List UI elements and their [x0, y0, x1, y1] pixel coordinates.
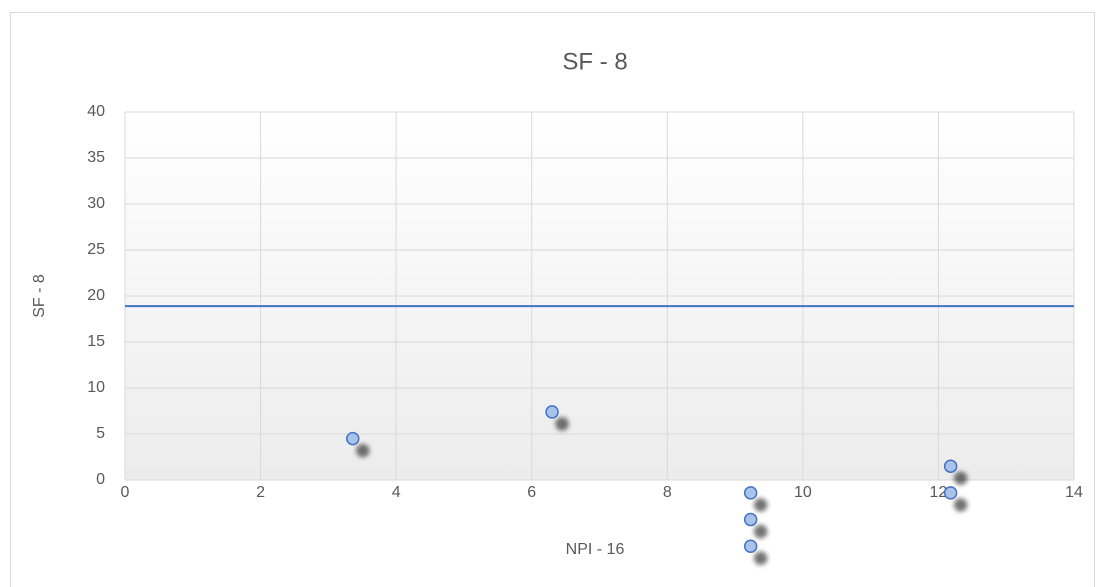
point [743, 486, 758, 500]
y-tick-label: 20 [87, 287, 105, 304]
point [346, 431, 360, 446]
y-tick-label: 40 [87, 103, 105, 120]
y-tick-label: 15 [87, 333, 105, 350]
chart-title: SF - 8 [562, 48, 627, 75]
x-tick-label: 12 [930, 484, 948, 501]
x-tick-label: 6 [527, 484, 536, 501]
x-axis-label: NPI - 16 [566, 541, 625, 558]
x-tick-label: 4 [392, 484, 401, 501]
y-tick-label: 0 [96, 471, 105, 488]
x-tick-label: 8 [663, 484, 672, 501]
y-tick-label: 30 [87, 195, 105, 212]
y-tick-label: 35 [87, 149, 105, 166]
point [943, 486, 958, 500]
x-tick-label: 2 [256, 484, 265, 501]
y-tick-label: 25 [87, 241, 105, 258]
point [545, 405, 559, 419]
x-tick-label: 14 [1065, 484, 1083, 501]
y-axis-label: SF - 8 [31, 274, 48, 318]
point [943, 459, 958, 473]
y-tick-label: 5 [96, 425, 105, 442]
chart-border [10, 12, 1095, 587]
point [743, 539, 758, 553]
x-tick-label: 10 [794, 484, 812, 501]
x-tick-label: 0 [121, 484, 130, 501]
y-tick-label: 10 [87, 379, 105, 396]
point [743, 512, 758, 527]
